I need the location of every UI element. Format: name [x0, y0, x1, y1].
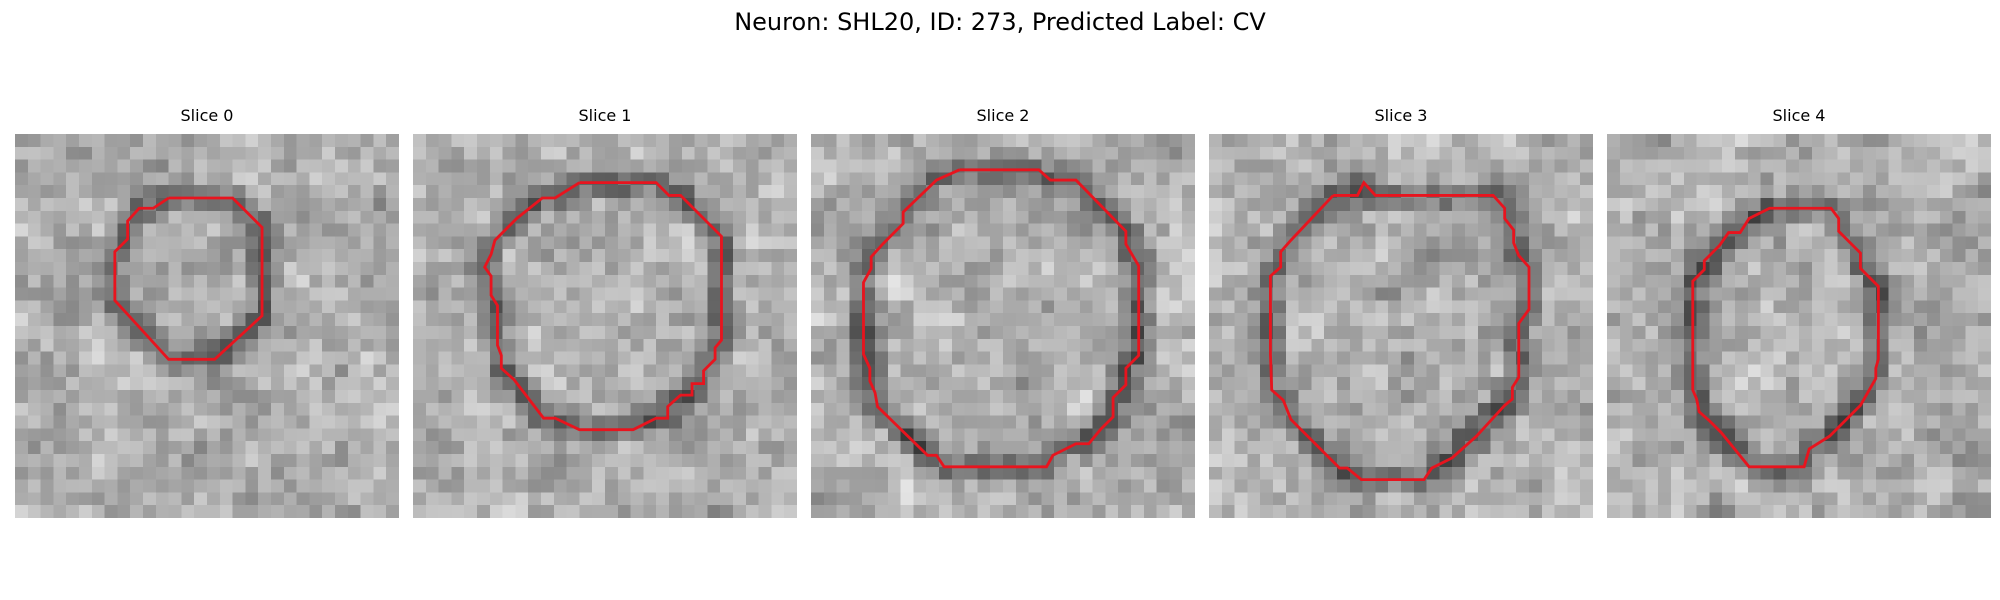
slice-panel-2: Slice 2: [811, 106, 1195, 518]
slice-panel-1: Slice 1: [413, 106, 797, 518]
slice-title: Slice 0: [15, 106, 399, 126]
slice-title: Slice 4: [1607, 106, 1991, 126]
grayscale-pixels: [1209, 134, 1593, 518]
slice-panel-3: Slice 3: [1209, 106, 1593, 518]
grayscale-pixels: [413, 134, 797, 518]
slice-title: Slice 2: [811, 106, 1195, 126]
slice-title: Slice 1: [413, 106, 797, 126]
slice-image: [811, 134, 1195, 518]
slice-panel-0: Slice 0: [15, 106, 399, 518]
slice-image: [1209, 134, 1593, 518]
figure-title: Neuron: SHL20, ID: 273, Predicted Label:…: [0, 6, 2000, 38]
slice-title: Slice 3: [1209, 106, 1593, 126]
grayscale-pixels: [15, 134, 399, 518]
slice-panel-4: Slice 4: [1607, 106, 1991, 518]
slice-image: [15, 134, 399, 518]
slice-image: [413, 134, 797, 518]
grayscale-pixels: [1607, 134, 1991, 518]
slice-image: [1607, 134, 1991, 518]
